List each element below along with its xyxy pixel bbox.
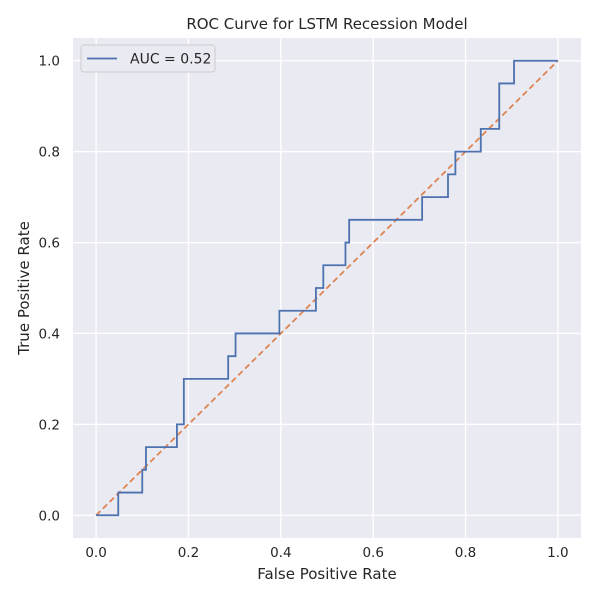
y-tick-label: 0.4 bbox=[39, 326, 60, 342]
legend: AUC = 0.52 bbox=[80, 44, 216, 73]
tick-labels: 0.0 0.2 0.4 0.6 0.8 1.0 0.0 0.2 0.4 0.6 0.8 1.0 bbox=[39, 54, 569, 561]
legend-box bbox=[80, 44, 216, 73]
x-axis-label: False Positive Rate bbox=[257, 565, 396, 583]
y-tick-label: 0.2 bbox=[39, 417, 60, 433]
roc-curve-line bbox=[96, 59, 558, 517]
reference-diagonal-line bbox=[95, 60, 559, 516]
y-tick-label: 1.0 bbox=[39, 54, 60, 70]
x-tick-label: 0.6 bbox=[362, 545, 383, 561]
x-tick-label: 0.4 bbox=[270, 545, 291, 561]
x-tick-label: 0.0 bbox=[85, 545, 106, 561]
x-tick-label: 0.8 bbox=[455, 545, 476, 561]
y-tick-label: 0.8 bbox=[39, 145, 60, 161]
chart-title: ROC Curve for LSTM Recession Model bbox=[186, 15, 467, 33]
x-tick-label: 0.2 bbox=[178, 545, 199, 561]
x-tick-label: 1.0 bbox=[547, 545, 568, 561]
y-tick-label: 0.0 bbox=[39, 508, 60, 524]
y-axis-label: True Positive Rate bbox=[15, 221, 33, 356]
grid-lines bbox=[73, 38, 581, 538]
legend-label: AUC = 0.52 bbox=[130, 52, 211, 68]
series-layer bbox=[95, 59, 559, 517]
y-tick-label: 0.6 bbox=[39, 236, 60, 252]
